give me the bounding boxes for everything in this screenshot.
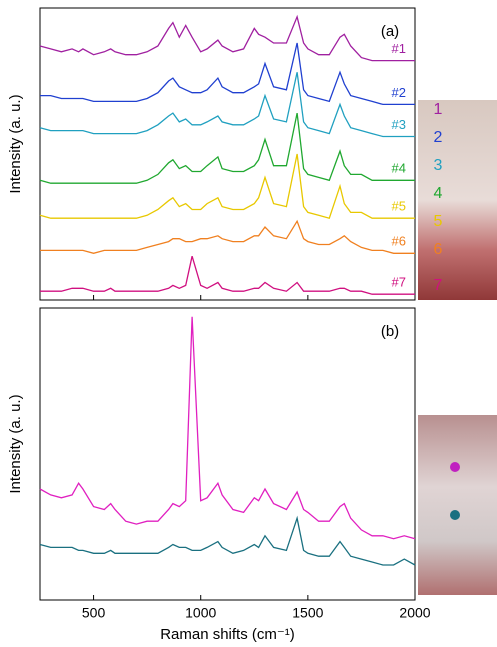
spectrum-line bbox=[39, 112, 415, 184]
y-axis-label: Intensity (a. u.) bbox=[7, 394, 24, 493]
photo-label: 1 bbox=[434, 101, 443, 118]
spectrum-line bbox=[40, 42, 415, 106]
photo-label: 5 bbox=[434, 213, 443, 230]
photo-label: 3 bbox=[434, 157, 443, 174]
series-label: #2 bbox=[392, 85, 406, 100]
x-tick-label: 500 bbox=[82, 605, 106, 621]
spectrum-line bbox=[39, 316, 416, 540]
series-label: #6 bbox=[392, 234, 406, 249]
spot-marker bbox=[450, 462, 460, 472]
series-label: #7 bbox=[392, 275, 406, 290]
x-tick-label: 1000 bbox=[185, 605, 216, 621]
photo-b bbox=[418, 415, 497, 595]
spectrum-line bbox=[39, 72, 415, 138]
x-tick-label: 1500 bbox=[292, 605, 323, 621]
spectrum-line bbox=[39, 153, 415, 219]
photo-label: 7 bbox=[434, 277, 443, 294]
plot-frame bbox=[39, 7, 416, 301]
panel-label: (b) bbox=[381, 323, 399, 340]
plot-frame bbox=[39, 307, 416, 601]
x-tick-label: 2000 bbox=[399, 605, 430, 621]
spectrum-line bbox=[39, 14, 415, 62]
photo-label: 6 bbox=[434, 241, 443, 258]
spot-marker bbox=[450, 510, 460, 520]
spectrum-line bbox=[40, 256, 415, 295]
y-axis-label: Intensity (a. u.) bbox=[7, 94, 24, 193]
series-label: #5 bbox=[392, 199, 406, 214]
spectrum-line bbox=[39, 515, 416, 566]
series-label: #3 bbox=[392, 117, 406, 132]
series-label: #4 bbox=[392, 161, 406, 176]
photo-label: 2 bbox=[434, 129, 443, 146]
photo-label: 4 bbox=[434, 185, 443, 202]
panel-label: (a) bbox=[381, 23, 399, 40]
series-label: #1 bbox=[392, 41, 406, 56]
photo-a bbox=[418, 100, 497, 300]
spectrum-line bbox=[40, 219, 415, 254]
x-axis-label: Raman shifts (cm⁻¹) bbox=[160, 626, 295, 643]
